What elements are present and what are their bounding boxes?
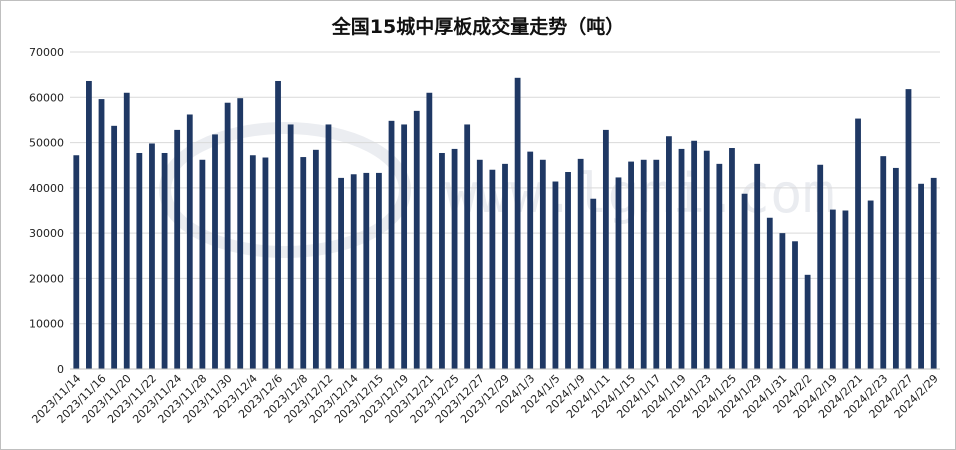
bar <box>413 110 420 370</box>
y-tick-label: 30000 <box>29 227 64 240</box>
bar <box>905 89 912 369</box>
bar <box>212 134 218 369</box>
bar <box>73 155 80 369</box>
bar <box>439 152 445 369</box>
bar <box>842 210 849 369</box>
bar <box>136 152 143 369</box>
bar <box>602 129 609 369</box>
bar <box>716 163 723 369</box>
bar <box>174 129 181 369</box>
bar <box>918 183 924 369</box>
chart-title: 全国15城中厚板成交量走势（吨） <box>331 16 625 38</box>
bar <box>615 177 622 369</box>
bar <box>275 80 281 369</box>
bar <box>489 169 496 369</box>
bar <box>678 148 685 369</box>
bar <box>224 102 231 369</box>
bar <box>149 143 155 369</box>
bar <box>640 159 647 369</box>
bar <box>779 233 786 369</box>
bar <box>426 92 433 369</box>
y-axis: 0 10000 20000 30000 40000 50000 60000 70000 <box>29 46 64 376</box>
y-tick-label: 60000 <box>29 91 64 104</box>
bar <box>401 124 408 370</box>
bar <box>653 159 660 369</box>
bar <box>577 158 584 369</box>
bar <box>766 217 773 369</box>
y-tick-label: 50000 <box>29 137 64 150</box>
y-tick-label: 0 <box>57 363 64 376</box>
x-axis: 2023/11/142023/11/162023/11/202023/11/22… <box>29 372 940 426</box>
bar <box>98 99 105 369</box>
bar <box>855 118 861 369</box>
bar <box>199 159 206 369</box>
y-tick-label: 20000 <box>29 272 64 285</box>
bar <box>287 124 294 370</box>
bar <box>829 209 836 369</box>
bar <box>703 150 710 369</box>
bar <box>338 177 344 369</box>
bar <box>376 172 382 369</box>
bar <box>741 193 748 369</box>
watermark-text: www.lgmi.com <box>445 162 835 225</box>
bar <box>817 164 824 369</box>
y-tick-label: 40000 <box>29 182 64 195</box>
bar <box>300 157 307 369</box>
bar <box>666 136 672 369</box>
bars <box>73 77 937 370</box>
bar <box>804 274 811 369</box>
bar <box>539 159 546 369</box>
bar <box>312 149 319 369</box>
bar <box>476 159 483 369</box>
bar <box>552 181 559 369</box>
bar <box>123 92 130 369</box>
bar <box>691 140 698 369</box>
bar <box>86 80 92 369</box>
y-tick-label: 70000 <box>29 46 64 59</box>
bar <box>729 148 735 369</box>
bar <box>590 198 597 369</box>
bar <box>111 125 118 369</box>
bar <box>502 163 508 369</box>
bar <box>363 172 370 369</box>
bar <box>892 167 899 369</box>
bar <box>867 200 874 369</box>
bar <box>350 174 357 369</box>
bar <box>325 124 332 370</box>
bar <box>249 155 256 369</box>
bar <box>565 172 571 369</box>
bar <box>237 98 244 369</box>
bar <box>792 241 798 369</box>
bar <box>527 151 534 369</box>
bar <box>628 161 634 369</box>
bar <box>451 148 458 369</box>
bar <box>930 177 937 369</box>
bar <box>514 77 521 369</box>
bar <box>464 124 471 370</box>
bar <box>262 157 269 369</box>
bar <box>161 152 168 369</box>
bar <box>880 156 887 369</box>
bar <box>754 163 761 369</box>
y-tick-label: 10000 <box>29 318 64 331</box>
bar <box>186 114 193 370</box>
bar <box>388 120 395 369</box>
